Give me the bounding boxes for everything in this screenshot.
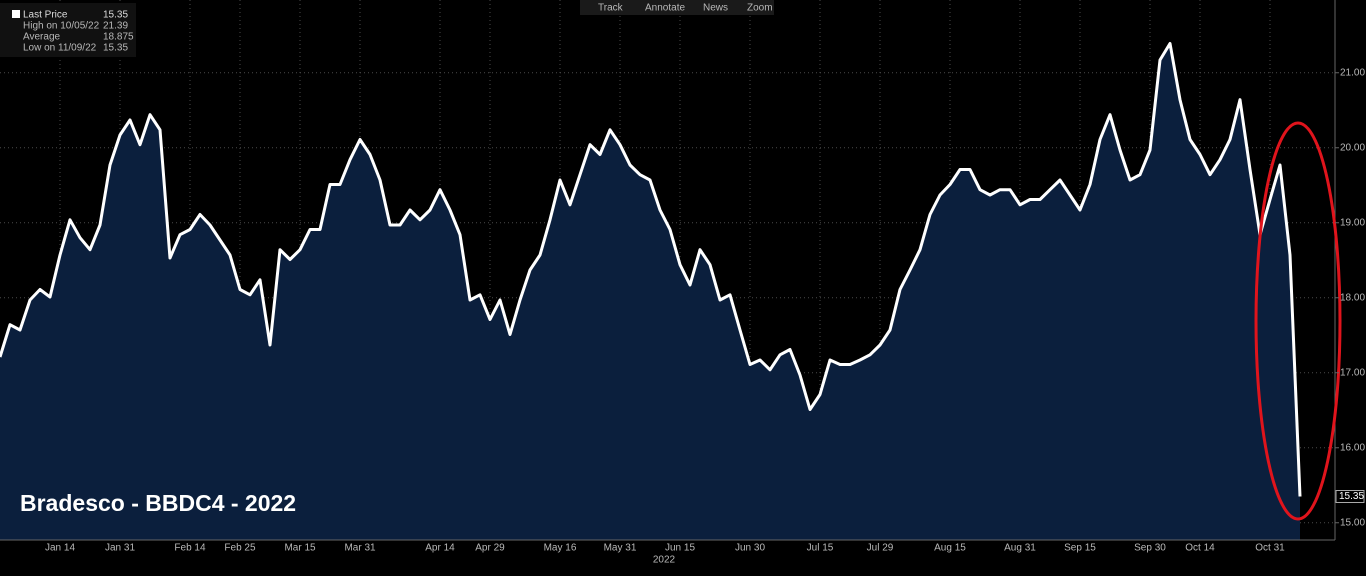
toolbar-button[interactable]: News [703, 3, 728, 14]
x-tick-label: Oct 14 [1185, 543, 1215, 554]
y-tick-label: 20.00 [1340, 142, 1365, 153]
toolbar-bg [580, 0, 774, 15]
x-tick-label: Jul 29 [867, 543, 894, 554]
y-tick-label: 18.00 [1340, 292, 1365, 303]
toolbar-button[interactable]: Track [598, 3, 624, 14]
line [0, 42, 1302, 497]
y-tick-label: 21.00 [1340, 67, 1365, 78]
x-tick-label: Sep 15 [1064, 543, 1096, 554]
chart-title: Bradesco - BBDC4 - 2022 [20, 490, 296, 516]
x-tick-label: Jul 15 [807, 543, 834, 554]
legend-label: Low on 11/09/22 [23, 43, 97, 54]
plot [0, 0, 1335, 540]
legend-label: Last Price [23, 10, 68, 21]
legend-box [0, 3, 136, 57]
toolbar-button[interactable]: Annotate [645, 3, 685, 14]
x-tick-label: Apr 14 [425, 543, 455, 554]
x-tick-label: Jun 15 [665, 543, 695, 554]
legend: Last Price 15.35 High on 10/05/22 21.39 … [0, 3, 136, 57]
x-tick-label: Jan 14 [45, 543, 75, 554]
y-tick-label: 16.00 [1340, 442, 1365, 453]
y-tick-label: 19.00 [1340, 217, 1365, 228]
legend-value: 18.875 [103, 32, 134, 43]
legend-value: 15.35 [103, 10, 128, 21]
x-tick-label: May 31 [604, 543, 637, 554]
legend-value: 21.39 [103, 21, 128, 32]
legend-value: 15.35 [103, 43, 128, 54]
x-tick-label: Aug 31 [1004, 543, 1036, 554]
x-tick-label: Aug 15 [934, 543, 966, 554]
legend-label: Average [23, 32, 61, 43]
legend-swatch [12, 10, 20, 18]
x-tick-label: Mar 15 [284, 543, 316, 554]
x-tick-label: Oct 31 [1255, 543, 1285, 554]
highlight-ellipse [1254, 121, 1342, 521]
toolbar-button[interactable]: Zoom [747, 3, 773, 14]
last-price-tag [1335, 490, 1365, 503]
x-axis-label: 2022 [653, 555, 676, 566]
x-tick-label: Feb 14 [174, 543, 206, 554]
legend-label: High on 10/05/22 [23, 21, 100, 32]
toolbar: Track Annotate News Zoom [580, 0, 774, 15]
area [0, 43, 1300, 540]
x-tick-label: Mar 31 [344, 543, 376, 554]
y-tick-label: 15.00 [1340, 517, 1365, 528]
x-tick-label: Jan 31 [105, 543, 135, 554]
x-tick-label: Apr 29 [475, 543, 505, 554]
last-price-label: 15.35 [1339, 491, 1364, 502]
x-tick-label: Sep 30 [1134, 543, 1166, 554]
x-tick-label: Feb 25 [224, 543, 256, 554]
y-tick-label: 17.00 [1340, 367, 1365, 378]
x-tick-label: May 16 [544, 543, 577, 554]
x-tick-label: Jun 30 [735, 543, 765, 554]
